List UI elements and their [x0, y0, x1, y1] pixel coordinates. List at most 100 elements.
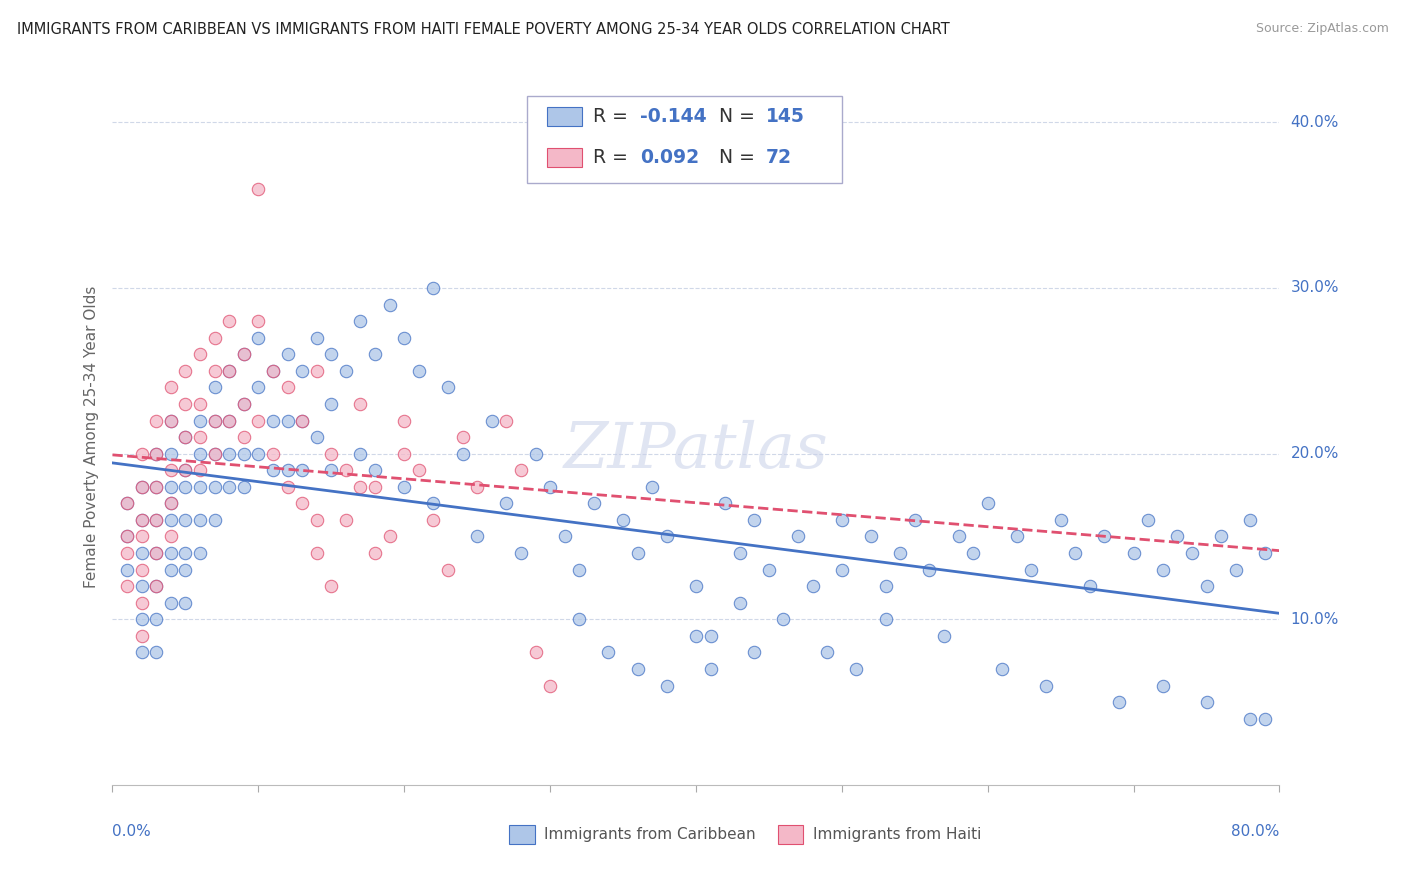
Point: [509, 546, 531, 560]
Point: [1021, 563, 1043, 577]
Text: 30.0%: 30.0%: [1291, 280, 1339, 295]
Point: [524, 447, 547, 461]
Point: [131, 596, 153, 610]
Point: [204, 447, 226, 461]
Point: [160, 546, 183, 560]
Point: [349, 397, 371, 411]
Point: [699, 662, 721, 676]
Point: [188, 397, 211, 411]
Point: [145, 579, 167, 593]
Point: [568, 612, 591, 626]
Point: [787, 529, 810, 543]
Point: [321, 463, 343, 477]
Point: [232, 480, 254, 494]
Point: [772, 612, 794, 626]
Point: [188, 480, 211, 494]
Point: [394, 413, 416, 427]
Point: [276, 480, 298, 494]
Point: [160, 529, 183, 543]
Point: [145, 546, 167, 560]
Point: [160, 480, 183, 494]
FancyBboxPatch shape: [778, 824, 803, 844]
Point: [305, 546, 328, 560]
Point: [1225, 563, 1247, 577]
Point: [335, 364, 357, 378]
Point: [218, 364, 240, 378]
Point: [145, 447, 167, 461]
Point: [218, 413, 240, 427]
Point: [495, 413, 517, 427]
Point: [685, 579, 707, 593]
Point: [291, 413, 314, 427]
Point: [1094, 529, 1116, 543]
Point: [145, 413, 167, 427]
Point: [612, 513, 634, 527]
Point: [422, 281, 444, 295]
Point: [174, 563, 197, 577]
Text: R =: R =: [593, 107, 634, 126]
Point: [1152, 563, 1174, 577]
Point: [554, 529, 576, 543]
Point: [276, 380, 298, 394]
Point: [218, 314, 240, 328]
Point: [875, 579, 897, 593]
Point: [1049, 513, 1071, 527]
Point: [247, 413, 270, 427]
Point: [976, 496, 998, 510]
Point: [495, 496, 517, 510]
Point: [422, 496, 444, 510]
Text: N =: N =: [720, 107, 761, 126]
Point: [131, 513, 153, 527]
Point: [174, 596, 197, 610]
Point: [174, 397, 197, 411]
Point: [465, 529, 488, 543]
Point: [160, 563, 183, 577]
Point: [188, 447, 211, 461]
Point: [538, 480, 561, 494]
Point: [174, 546, 197, 560]
Text: 72: 72: [766, 148, 792, 167]
Point: [524, 645, 547, 659]
Point: [115, 563, 138, 577]
Point: [465, 480, 488, 494]
Point: [378, 529, 401, 543]
Point: [1181, 546, 1204, 560]
Point: [160, 463, 183, 477]
Text: ZIPatlas: ZIPatlas: [564, 420, 828, 482]
Point: [262, 413, 284, 427]
Point: [685, 629, 707, 643]
Text: 80.0%: 80.0%: [1232, 824, 1279, 838]
Point: [408, 463, 430, 477]
Point: [948, 529, 970, 543]
Point: [188, 413, 211, 427]
Point: [174, 430, 197, 444]
Point: [335, 513, 357, 527]
Point: [232, 347, 254, 361]
Point: [962, 546, 984, 560]
Point: [364, 347, 387, 361]
Point: [845, 662, 868, 676]
Point: [904, 513, 927, 527]
Point: [1254, 712, 1277, 726]
Point: [131, 612, 153, 626]
Point: [321, 397, 343, 411]
Point: [115, 546, 138, 560]
Point: [378, 297, 401, 311]
Point: [831, 563, 853, 577]
FancyBboxPatch shape: [547, 148, 582, 167]
FancyBboxPatch shape: [509, 824, 534, 844]
Text: R =: R =: [593, 148, 634, 167]
Point: [889, 546, 911, 560]
Point: [115, 579, 138, 593]
Point: [1239, 513, 1261, 527]
Point: [1005, 529, 1028, 543]
Point: [188, 347, 211, 361]
Point: [321, 347, 343, 361]
Point: [131, 513, 153, 527]
Point: [218, 364, 240, 378]
Point: [437, 563, 460, 577]
Point: [262, 364, 284, 378]
Point: [364, 480, 387, 494]
Point: [204, 364, 226, 378]
Point: [218, 413, 240, 427]
